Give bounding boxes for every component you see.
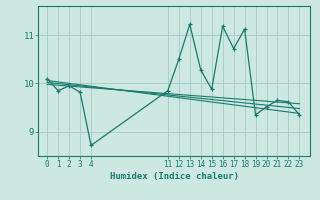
X-axis label: Humidex (Indice chaleur): Humidex (Indice chaleur)	[110, 172, 239, 181]
